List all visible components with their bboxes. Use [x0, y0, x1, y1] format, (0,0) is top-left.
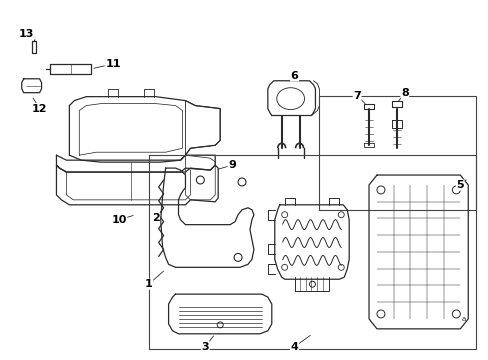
Text: 3: 3: [201, 342, 209, 352]
Text: 5: 5: [456, 180, 463, 190]
Text: a: a: [460, 316, 465, 322]
Ellipse shape: [276, 88, 304, 109]
Text: 11: 11: [105, 59, 121, 69]
Text: 2: 2: [151, 213, 159, 223]
Text: 13: 13: [19, 29, 34, 39]
Text: 9: 9: [228, 160, 236, 170]
Text: 7: 7: [352, 91, 360, 101]
Text: 10: 10: [111, 215, 126, 225]
Text: 12: 12: [32, 104, 47, 113]
Text: 6: 6: [290, 71, 298, 81]
Text: 8: 8: [400, 88, 408, 98]
Text: 4: 4: [290, 342, 298, 352]
Text: 1: 1: [144, 279, 152, 289]
